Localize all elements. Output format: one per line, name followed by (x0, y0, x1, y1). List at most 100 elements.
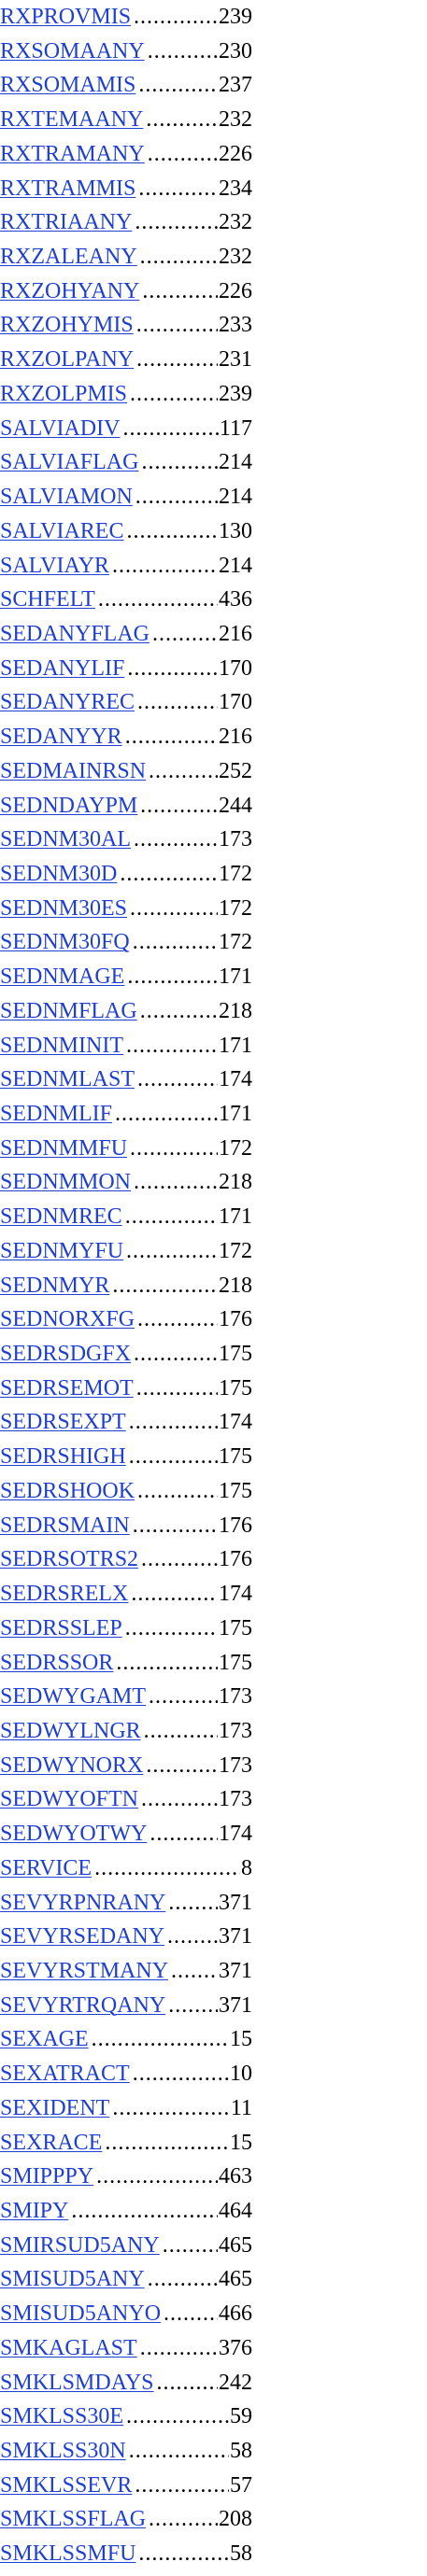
index-term-link[interactable]: RXZALEANY (0, 245, 137, 270)
dot-leader (92, 2022, 229, 2057)
index-term-link[interactable]: RXPROVMIS (0, 5, 132, 29)
dot-leader (126, 1234, 218, 1269)
index-entry: SEDNMMFU 172 (0, 1132, 252, 1166)
index-term-link[interactable]: SEDWYNORX (0, 1753, 144, 1778)
index-term-link[interactable]: SEDNMREC (0, 1204, 122, 1230)
index-term-link[interactable]: SCHFELT (0, 587, 95, 612)
index-term-link[interactable]: RXZOHYMIS (0, 313, 134, 338)
dot-leader (141, 445, 218, 480)
index-page-number: 173 (219, 1684, 252, 1710)
index-term-link[interactable]: SEDNM30FQ (0, 930, 130, 955)
index-term-link[interactable]: SEXIDENT (0, 2095, 110, 2120)
index-entry: SEDRSHOOK 175 (0, 1474, 252, 1509)
index-term-link[interactable]: SEDANYLIF (0, 655, 125, 681)
index-term-link[interactable]: RXTEMAANY (0, 107, 144, 133)
index-term-link[interactable]: SEDNM30AL (0, 827, 132, 852)
index-term-link[interactable]: SEDNMYR (0, 1273, 110, 1298)
index-term-link[interactable]: SEDNMMON (0, 1170, 132, 1195)
index-term-link[interactable]: SMISUD5ANYO (0, 2302, 162, 2327)
index-term-link[interactable]: SEDWYOTWY (0, 1822, 148, 1847)
index-page-number: 117 (219, 415, 252, 441)
index-term-link[interactable]: SALVIAFLAG (0, 450, 139, 475)
dot-leader (140, 240, 218, 274)
index-term-link[interactable]: SEDNMINIT (0, 1033, 123, 1058)
index-term-link[interactable]: SEDWYOFTN (0, 1787, 138, 1812)
index-entry: RXZOHYANY 226 (0, 274, 252, 309)
dot-leader (112, 1269, 218, 1303)
dot-leader (71, 2194, 218, 2229)
index-term-link[interactable]: SEDRSSLEP (0, 1615, 122, 1640)
index-entry: SEDNM30ES 172 (0, 892, 252, 926)
index-term-link[interactable]: SMKAGLAST (0, 2335, 137, 2360)
index-term-link[interactable]: SMIPPPY (0, 2164, 94, 2189)
index-term-link[interactable]: SEDRSHIGH (0, 1444, 126, 1470)
index-entry: SEDRSEXPT 174 (0, 1405, 252, 1440)
index-term-link[interactable]: SEDNMAGE (0, 964, 125, 990)
index-term-link[interactable]: SEXATRACT (0, 2062, 130, 2087)
index-entry: RXSOMAANY 230 (0, 35, 252, 69)
index-term-link[interactable]: SEXAGE (0, 2027, 89, 2052)
index-term-link[interactable]: SEDNMLAST (0, 1067, 135, 1092)
dot-leader (130, 377, 218, 412)
index-term-link[interactable]: SEDRSOTRS2 (0, 1547, 139, 1572)
index-term-link[interactable]: SEDANYYR (0, 725, 122, 750)
index-term-link[interactable]: RXZOLPMIS (0, 381, 128, 406)
index-term-link[interactable]: SEVYRTRQANY (0, 1992, 166, 2018)
index-term-link[interactable]: RXTRAMANY (0, 141, 145, 166)
index-term-link[interactable]: SMKLSS30E (0, 2404, 124, 2429)
index-term-link[interactable]: SMISUD5ANY (0, 2267, 145, 2292)
index-term-link[interactable]: RXTRIAANY (0, 210, 133, 235)
index-term-link[interactable]: SEDRSRELX (0, 1582, 129, 1607)
index-term-link[interactable]: SALVIADIV (0, 415, 121, 441)
index-term-link[interactable]: SEDANYREC (0, 690, 135, 715)
index-term-link[interactable]: SEDNMMFU (0, 1135, 128, 1161)
index-term-link[interactable]: RXTRAMMIS (0, 176, 136, 201)
index-term-link[interactable]: SEDANYFLAG (0, 621, 150, 646)
index-page-number: 175 (219, 1478, 252, 1503)
dot-leader (138, 2537, 229, 2571)
index-term-link[interactable]: SEDNMLIF (0, 1102, 113, 1126)
index-term-link[interactable]: SEDRSMAIN (0, 1513, 130, 1538)
index-term-link[interactable]: SEDNDAYPM (0, 793, 138, 818)
index-term-link[interactable]: SEVYRSEDANY (0, 1924, 165, 1950)
index-page-number: 15 (230, 2130, 252, 2155)
index-term-link[interactable]: SEXRACE (0, 2130, 103, 2155)
index-page-number: 463 (219, 2164, 252, 2189)
index-page-number: 57 (230, 2472, 252, 2498)
dot-leader (163, 2229, 218, 2263)
index-term-link[interactable]: SMKLSSEVR (0, 2472, 133, 2498)
index-term-link[interactable]: SEDRSSOR (0, 1650, 114, 1675)
index-term-link[interactable]: SEDWYLNGR (0, 1718, 141, 1743)
index-term-link[interactable]: SEDRSHOOK (0, 1478, 135, 1503)
index-term-link[interactable]: SEDNM30D (0, 861, 118, 886)
index-term-link[interactable]: SMKLSSMFU (0, 2541, 136, 2567)
index-term-link[interactable]: SERVICE (0, 1855, 93, 1880)
index-entry: SMKAGLAST 376 (0, 2331, 252, 2366)
index-term-link[interactable]: SEDNMFLAG (0, 998, 137, 1023)
index-term-link[interactable]: SMIRSUD5ANY (0, 2232, 160, 2258)
index-term-link[interactable]: SEDWYGAMT (0, 1684, 146, 1710)
index-term-link[interactable]: SEDRSDGFX (0, 1342, 132, 1367)
index-term-link[interactable]: SEVYRSTMANY (0, 1958, 169, 1983)
index-term-link[interactable]: RXSOMAMIS (0, 73, 136, 98)
index-term-link[interactable]: SEDRSEXPT (0, 1410, 126, 1435)
index-term-link[interactable]: SEDNORXFG (0, 1307, 135, 1332)
index-term-link[interactable]: RXZOLPANY (0, 347, 135, 373)
index-term-link[interactable]: SALVIAYR (0, 553, 109, 578)
index-term-link[interactable]: SEDNMYFU (0, 1238, 124, 1263)
dot-leader (96, 2160, 218, 2194)
dot-leader (171, 1954, 218, 1989)
index-term-link[interactable]: SMKLSSFLAG (0, 2507, 147, 2532)
index-page-number: 171 (219, 964, 252, 990)
index-term-link[interactable]: SMKLSS30N (0, 2439, 126, 2464)
index-term-link[interactable]: SMIPY (0, 2199, 69, 2223)
index-term-link[interactable]: RXZOHYANY (0, 278, 140, 303)
index-term-link[interactable]: SALVIAREC (0, 518, 124, 543)
index-term-link[interactable]: SMKLSMDAYS (0, 2370, 154, 2395)
index-term-link[interactable]: SEDNM30ES (0, 895, 128, 921)
index-term-link[interactable]: RXSOMAANY (0, 38, 145, 63)
index-term-link[interactable]: SALVIAMON (0, 485, 133, 510)
index-term-link[interactable]: SEVYRPNRANY (0, 1890, 166, 1915)
index-term-link[interactable]: SEDMAINRSN (0, 758, 147, 783)
index-term-link[interactable]: SEDRSEMOT (0, 1375, 134, 1401)
